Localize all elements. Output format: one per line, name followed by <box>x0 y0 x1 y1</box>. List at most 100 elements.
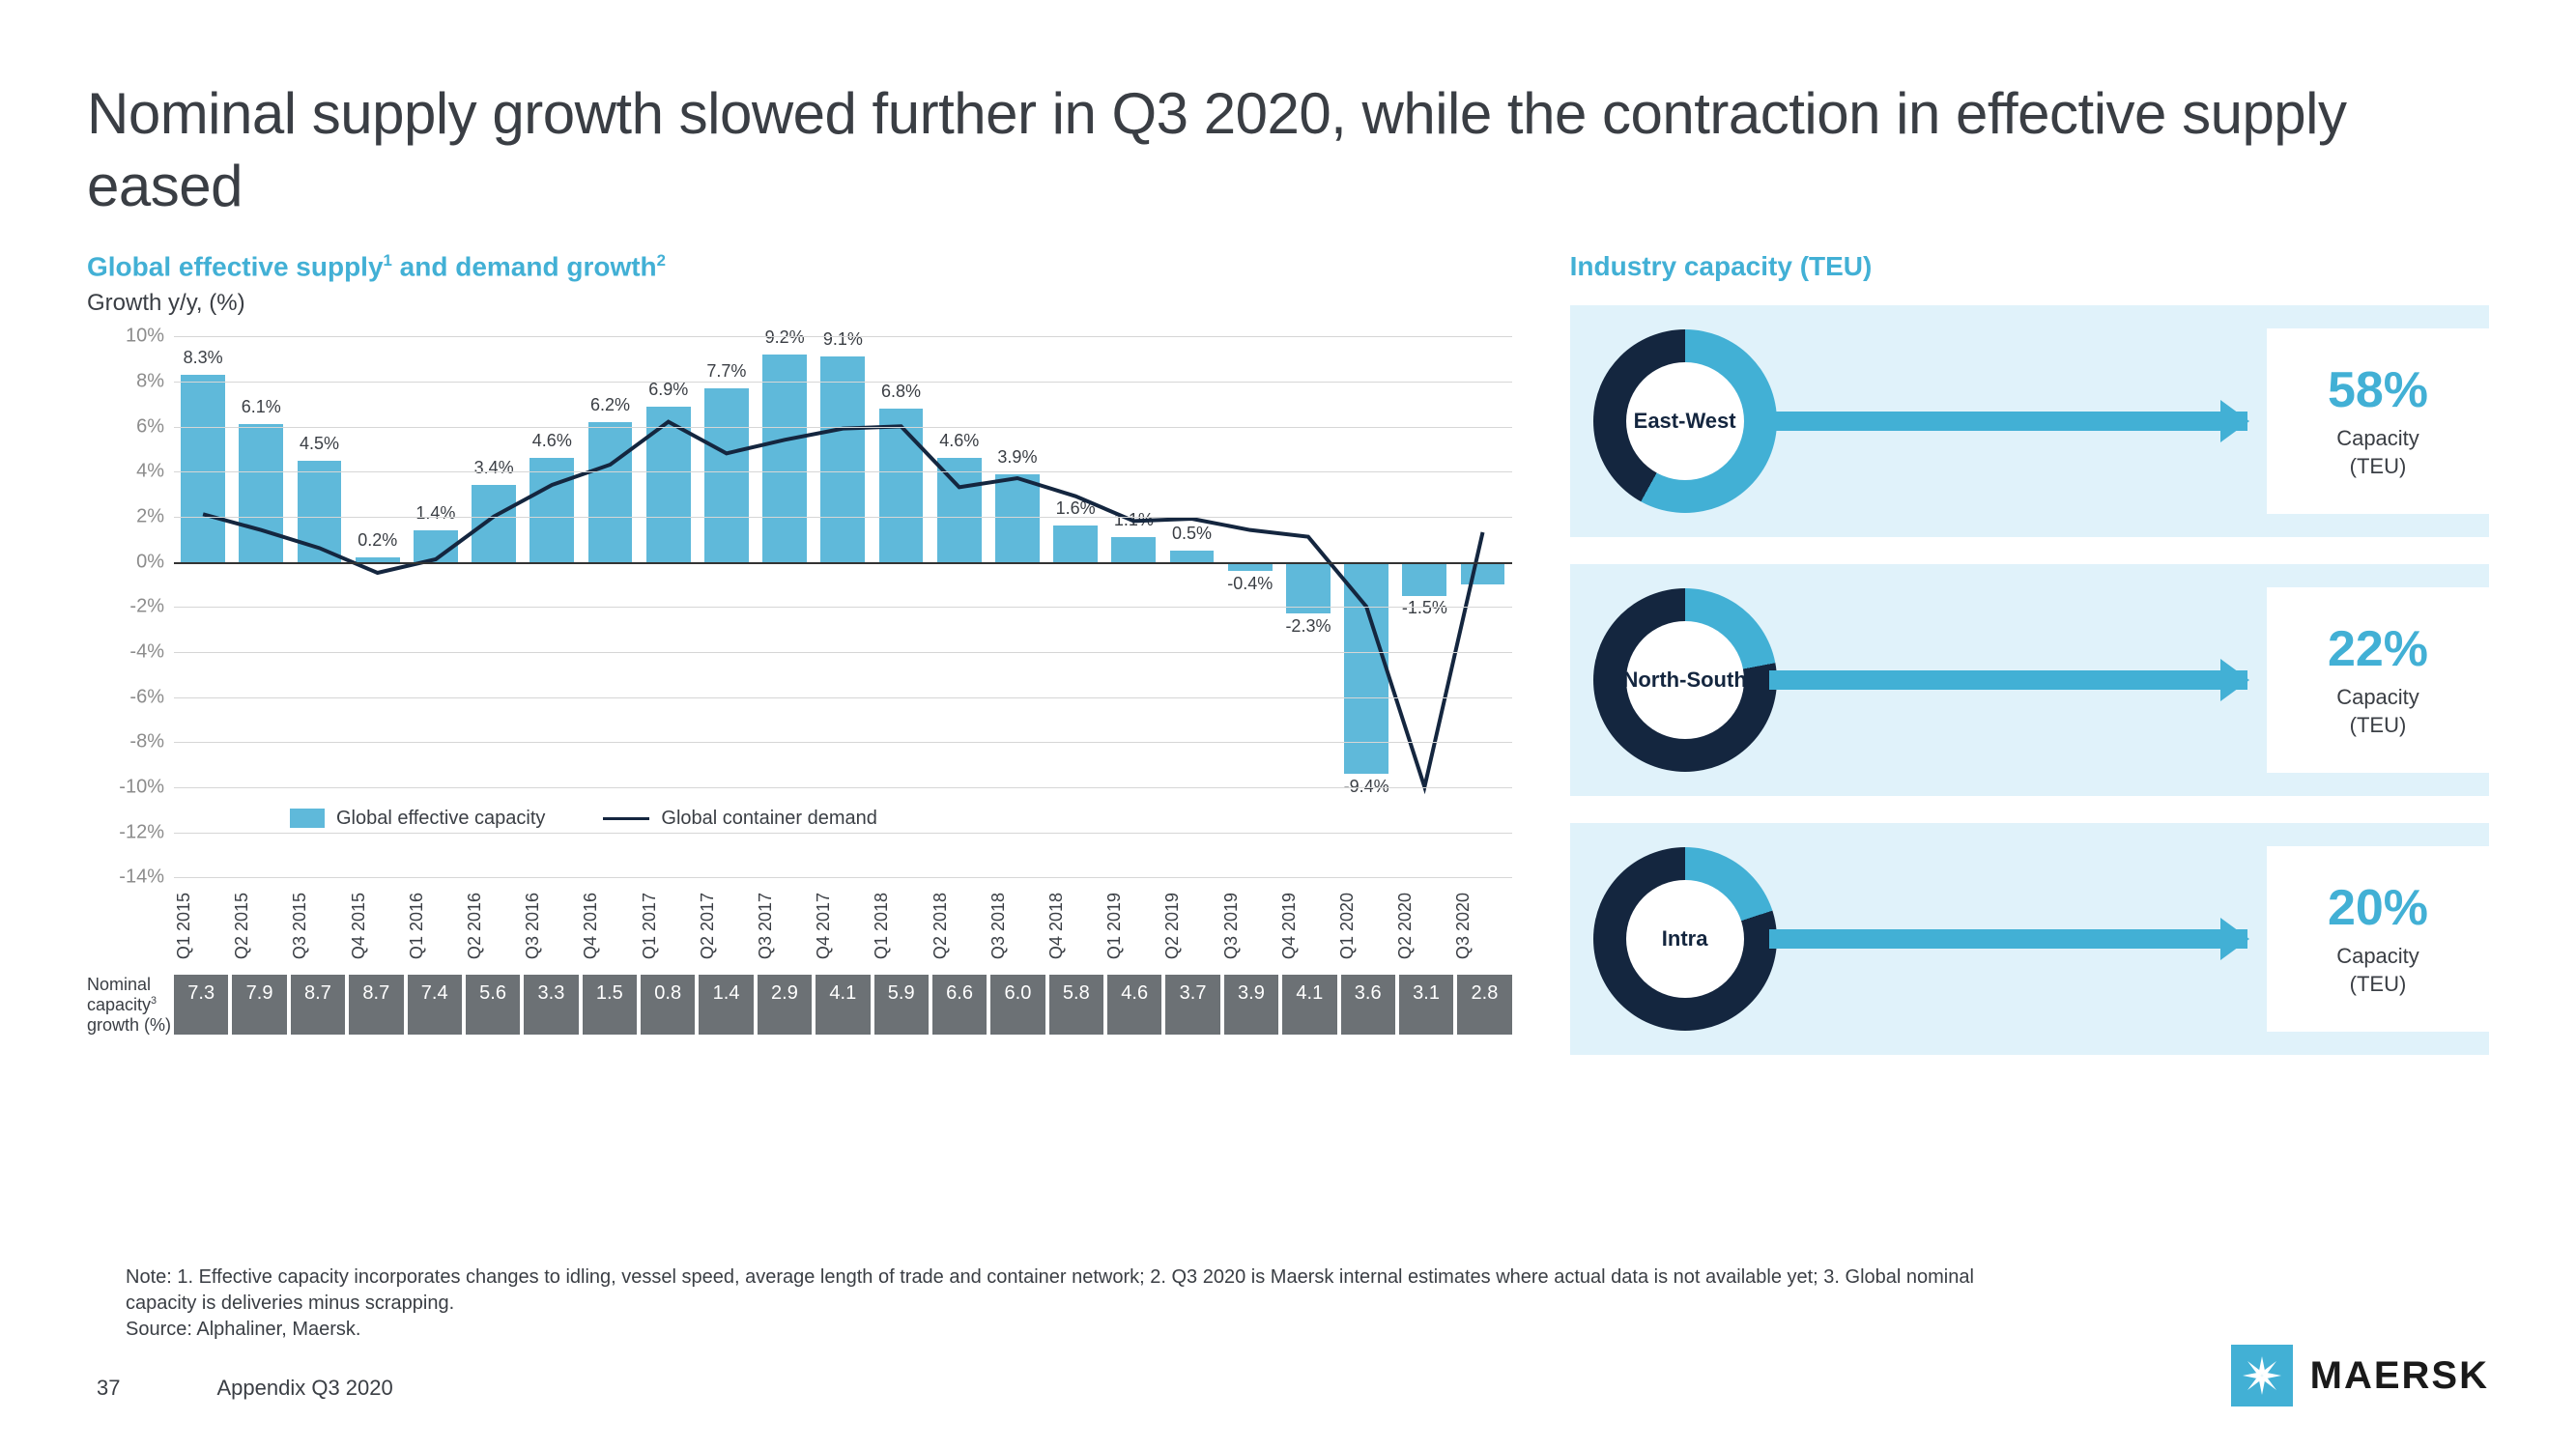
bar-value-label: 6.8% <box>881 382 921 402</box>
nominal-cell: 3.1 <box>1399 975 1453 1035</box>
nominal-cell: 2.9 <box>758 975 812 1035</box>
chart-panel: Global effective supply1 and demand grow… <box>87 251 1512 1082</box>
bar-value-label: -0.4% <box>1227 574 1273 594</box>
x-tick-label: Q3 2018 <box>988 887 1046 965</box>
bar <box>298 461 342 562</box>
arrow-bar <box>1769 670 2247 690</box>
nominal-cell: 8.7 <box>349 975 403 1035</box>
chart-subtitle: Growth y/y, (%) <box>87 290 1512 317</box>
bar-value-label: 8.3% <box>184 348 223 368</box>
y-tick-label: 0% <box>100 551 164 573</box>
bar-value-label: 0.2% <box>358 530 397 551</box>
capacity-title: Industry capacity (TEU) <box>1570 251 2489 282</box>
y-tick-label: -8% <box>100 731 164 753</box>
chart-legend: Global effective capacity Global contain… <box>290 808 877 830</box>
capacity-card: North-South 22%Capacity(TEU) <box>1570 564 2489 796</box>
legend-bar-swatch <box>290 809 325 828</box>
x-tick-label: Q2 2018 <box>930 887 988 965</box>
x-tick-label: Q3 2015 <box>290 887 348 965</box>
nominal-cell: 7.9 <box>232 975 286 1035</box>
chart-title: Global effective supply1 and demand grow… <box>87 251 1512 282</box>
bar-value-label: 9.1% <box>823 329 863 350</box>
x-tick-label: Q1 2019 <box>1104 887 1162 965</box>
x-tick-label: Q4 2019 <box>1279 887 1337 965</box>
chart-wrap: 8.3%6.1%4.5%0.2%1.4%3.4%4.6%6.2%6.9%7.7%… <box>87 336 1512 1035</box>
nominal-cell: 3.6 <box>1341 975 1395 1035</box>
nominal-cell: 3.9 <box>1224 975 1278 1035</box>
x-tick-label: Q4 2015 <box>349 887 407 965</box>
bar <box>1111 537 1156 562</box>
value-box: 22%Capacity(TEU) <box>2267 587 2489 773</box>
capacity-list: East-West58%Capacity(TEU)North-South22%C… <box>1570 305 2489 1055</box>
bar <box>820 356 865 561</box>
donut: Intra <box>1593 847 1777 1031</box>
legend-bar: Global effective capacity <box>290 808 545 830</box>
bar-value-label: 3.9% <box>997 447 1037 468</box>
bar-value-label: 4.5% <box>300 434 339 454</box>
x-tick-label: Q1 2016 <box>407 887 465 965</box>
bar-value-label: 4.6% <box>939 431 979 451</box>
y-tick-label: 4% <box>100 461 164 483</box>
bar-value-label: 9.2% <box>765 327 805 348</box>
bar <box>879 409 924 562</box>
legend-bar-label: Global effective capacity <box>336 808 545 830</box>
x-tick-label: Q3 2020 <box>1453 887 1511 965</box>
value-pct: 58% <box>2328 361 2428 419</box>
nominal-cell: 3.7 <box>1165 975 1219 1035</box>
bar <box>588 422 633 562</box>
gridline <box>174 562 1512 564</box>
value-box: 20% Capacity(TEU) <box>2267 846 2489 1032</box>
y-tick-label: 10% <box>100 326 164 348</box>
bar-value-label: 3.4% <box>474 458 514 478</box>
gridline <box>174 382 1512 383</box>
nominal-cell: 6.6 <box>932 975 987 1035</box>
value-box: 58% Capacity(TEU) <box>2267 328 2489 514</box>
legend-line: Global container demand <box>603 808 876 830</box>
gridline <box>174 652 1512 653</box>
footnotes: Note: 1. Effective capacity incorporates… <box>126 1264 1996 1343</box>
nominal-cells: 7.37.98.78.77.45.63.31.50.81.42.94.15.96… <box>174 975 1512 1035</box>
gridline <box>174 336 1512 337</box>
bar <box>414 530 458 562</box>
x-tick-label: Q4 2016 <box>581 887 639 965</box>
y-tick-label: -10% <box>100 776 164 798</box>
x-tick-label: Q3 2016 <box>523 887 581 965</box>
y-tick-label: -4% <box>100 640 164 663</box>
arrow-head-icon <box>2220 659 2249 701</box>
donut: North-South <box>1593 588 1777 772</box>
y-tick-label: -6% <box>100 686 164 708</box>
donut: East-West <box>1593 329 1777 513</box>
value-pct: 22% <box>2328 620 2428 678</box>
x-tick-label: Q2 2016 <box>465 887 523 965</box>
nominal-cell: 4.1 <box>1282 975 1336 1035</box>
page-title: Nominal supply growth slowed further in … <box>87 77 2489 222</box>
capacity-card: Intra 20% Capacity(TEU) <box>1570 823 2489 1055</box>
nominal-cell: 5.8 <box>1049 975 1103 1035</box>
value-pct: 20% <box>2328 879 2428 937</box>
bar <box>1053 526 1098 561</box>
gridline <box>174 742 1512 743</box>
appendix-label: Appendix Q3 2020 <box>216 1376 392 1401</box>
gridline <box>174 607 1512 608</box>
bar-value-label: 7.7% <box>706 361 746 382</box>
gridline <box>174 697 1512 698</box>
nominal-cell: 5.6 <box>466 975 520 1035</box>
bar <box>646 407 691 562</box>
bar-value-label: 1.4% <box>415 503 455 524</box>
bar <box>762 355 807 562</box>
page-number: 37 <box>97 1376 120 1401</box>
value-sub: Capacity(TEU) <box>2336 943 2419 998</box>
chart-xaxis: Q1 2015Q2 2015Q3 2015Q4 2015Q1 2016Q2 20… <box>174 887 1512 965</box>
y-tick-label: -2% <box>100 596 164 618</box>
nominal-cell: 4.6 <box>1107 975 1161 1035</box>
y-tick-label: -12% <box>100 821 164 843</box>
content-row: Global effective supply1 and demand grow… <box>87 251 2489 1082</box>
y-tick-label: 6% <box>100 415 164 438</box>
nominal-cell: 7.3 <box>174 975 228 1035</box>
donut-label: East-West <box>1593 329 1777 513</box>
note-text: Note: 1. Effective capacity incorporates… <box>126 1264 1996 1317</box>
nominal-cell: 2.8 <box>1457 975 1511 1035</box>
bar <box>1286 562 1331 614</box>
value-sub: Capacity(TEU) <box>2336 425 2419 480</box>
x-tick-label: Q4 2017 <box>814 887 872 965</box>
